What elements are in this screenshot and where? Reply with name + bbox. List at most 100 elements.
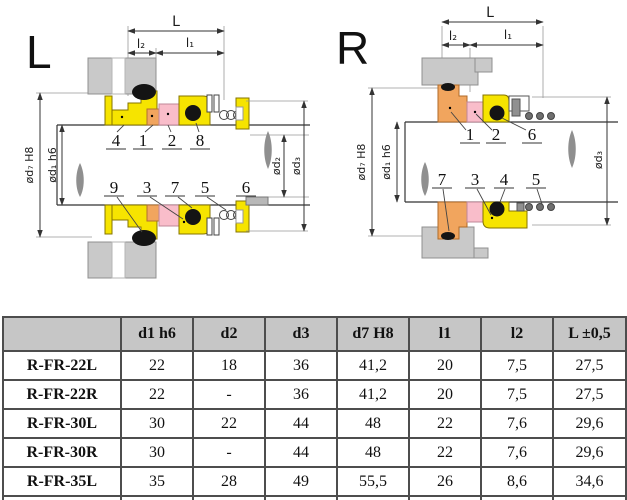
shaft-break-symbol bbox=[421, 162, 429, 196]
spring bbox=[536, 203, 544, 211]
column-header: l1 bbox=[408, 316, 482, 352]
dimension-value: 20 bbox=[408, 350, 482, 381]
table-row: R-FR-22L 22 18 36 41,2 20 7,5 27,5 bbox=[2, 350, 627, 381]
model-name: R-FR-35L bbox=[2, 466, 122, 497]
part-number: 5 bbox=[201, 178, 210, 197]
table-row: R-FR-30L 30 22 44 48 22 7,6 29,6 bbox=[2, 408, 627, 439]
column-header: L ±0,5 bbox=[552, 316, 627, 352]
dim-label-d3: ød₃ bbox=[290, 157, 303, 175]
dimension-value: 34,6 bbox=[552, 495, 627, 500]
drive-pin bbox=[516, 202, 525, 212]
seal-assembly-upper bbox=[104, 84, 250, 130]
dim-label-L: L bbox=[486, 5, 494, 21]
column-header: d7 H8 bbox=[336, 316, 410, 352]
dimension-value: 7,5 bbox=[480, 350, 554, 381]
dim-label-d1: ød₁ h6 bbox=[46, 147, 59, 183]
dimension-value: 35 bbox=[120, 495, 194, 500]
part-number: 4 bbox=[112, 131, 121, 150]
spring bbox=[547, 112, 555, 120]
dim-label-d2: ød₂ bbox=[270, 157, 283, 175]
shaft-sleeve bbox=[245, 196, 269, 206]
dimension-value: 29,6 bbox=[552, 408, 627, 439]
part-number: 1 bbox=[139, 131, 148, 150]
dimension-value: 22 bbox=[408, 408, 482, 439]
dimension-l1: l₁ bbox=[155, 36, 225, 56]
model-name: R-FR-22R bbox=[2, 379, 122, 410]
column-header: d3 bbox=[264, 316, 338, 352]
column-header: d1 h6 bbox=[120, 316, 194, 352]
dimension-value: 7,5 bbox=[480, 379, 554, 410]
o-ring bbox=[132, 230, 156, 246]
spring bbox=[525, 112, 533, 120]
part-number: 5 bbox=[532, 170, 541, 189]
dim-label-L: L bbox=[172, 14, 180, 30]
dim-label-l1: l₁ bbox=[186, 36, 194, 50]
dimension-value: 35 bbox=[120, 466, 194, 497]
dim-label-d1: ød₁ h6 bbox=[380, 144, 393, 180]
dimension-l2: l₂ bbox=[127, 37, 157, 56]
drive-pin bbox=[206, 217, 213, 236]
part-number: 3 bbox=[143, 178, 152, 197]
model-name: R-FR-30L bbox=[2, 408, 122, 439]
dimension-value: 22 bbox=[120, 350, 194, 381]
spring bbox=[219, 210, 229, 220]
dimension-value: 41,2 bbox=[336, 350, 410, 381]
model-name: R-FR-30R bbox=[2, 437, 122, 468]
dim-label-l2: l₂ bbox=[137, 37, 145, 51]
dimension-value: - bbox=[192, 495, 266, 500]
dimension-value: 30 bbox=[120, 408, 194, 439]
spring bbox=[219, 110, 229, 120]
dimension-value: 29,6 bbox=[552, 437, 627, 468]
model-name: R-FR-22L bbox=[2, 350, 122, 381]
part-number: 3 bbox=[471, 170, 480, 189]
dimension-value: - bbox=[192, 437, 266, 468]
column-header bbox=[2, 316, 122, 352]
o-ring bbox=[489, 105, 505, 121]
shaft-break-symbol bbox=[76, 163, 84, 197]
o-ring bbox=[185, 105, 201, 121]
part-number: 9 bbox=[110, 178, 119, 197]
dimension-value: 30 bbox=[120, 437, 194, 468]
o-ring bbox=[489, 201, 505, 217]
dimension-value: 27,5 bbox=[552, 379, 627, 410]
dimension-value: 8,6 bbox=[480, 495, 554, 500]
dimension-l2: l₂ bbox=[441, 29, 471, 48]
dimension-value: 22 bbox=[192, 408, 266, 439]
o-ring bbox=[132, 84, 156, 100]
table-row: R-FR-35L 35 28 49 55,5 26 8,6 34,6 bbox=[2, 466, 627, 497]
drive-pin bbox=[213, 94, 220, 113]
dimension-value: 55,5 bbox=[336, 495, 410, 500]
column-header: l2 bbox=[480, 316, 554, 352]
part-number: 8 bbox=[196, 131, 205, 150]
part-callouts-upper: 4 1 2 8 bbox=[106, 122, 210, 150]
dimension-d3: ød₃ bbox=[246, 100, 308, 232]
dimension-overall-length: L bbox=[127, 14, 225, 34]
dimension-value: 22 bbox=[408, 437, 482, 468]
part-number: 7 bbox=[171, 178, 180, 197]
dimension-value: 49 bbox=[264, 466, 338, 497]
part-number: 2 bbox=[168, 131, 177, 150]
dimension-value: 26 bbox=[408, 495, 482, 500]
dimension-value: 34,6 bbox=[552, 466, 627, 497]
part-number: 6 bbox=[528, 125, 537, 144]
seal-drawing-left: L L l₂ l₁ ød₇ H8 ød₁ h bbox=[23, 14, 310, 279]
model-name: R-FR-35R bbox=[2, 495, 122, 500]
drive-pin bbox=[213, 217, 220, 236]
dimension-d7: ød₇ H8 bbox=[23, 92, 92, 238]
dimension-value: 18 bbox=[192, 350, 266, 381]
dim-label-d3: ød₃ bbox=[592, 151, 605, 169]
dimension-overall-length: L bbox=[441, 5, 544, 25]
dim-label-d7: ød₇ H8 bbox=[23, 147, 36, 184]
dimension-value: 7,6 bbox=[480, 437, 554, 468]
dimension-value: 8,6 bbox=[480, 466, 554, 497]
dimension-d1: ød₁ h6 bbox=[380, 121, 400, 203]
dimension-value: 27,5 bbox=[552, 350, 627, 381]
dimension-value: 49 bbox=[264, 495, 338, 500]
part-number: 7 bbox=[438, 170, 447, 189]
part-number: 1 bbox=[466, 125, 475, 144]
part-number: 2 bbox=[492, 125, 501, 144]
table-row: R-FR-30R 30-44 48 22 7,6 29,6 bbox=[2, 437, 627, 468]
o-ring bbox=[441, 232, 455, 240]
